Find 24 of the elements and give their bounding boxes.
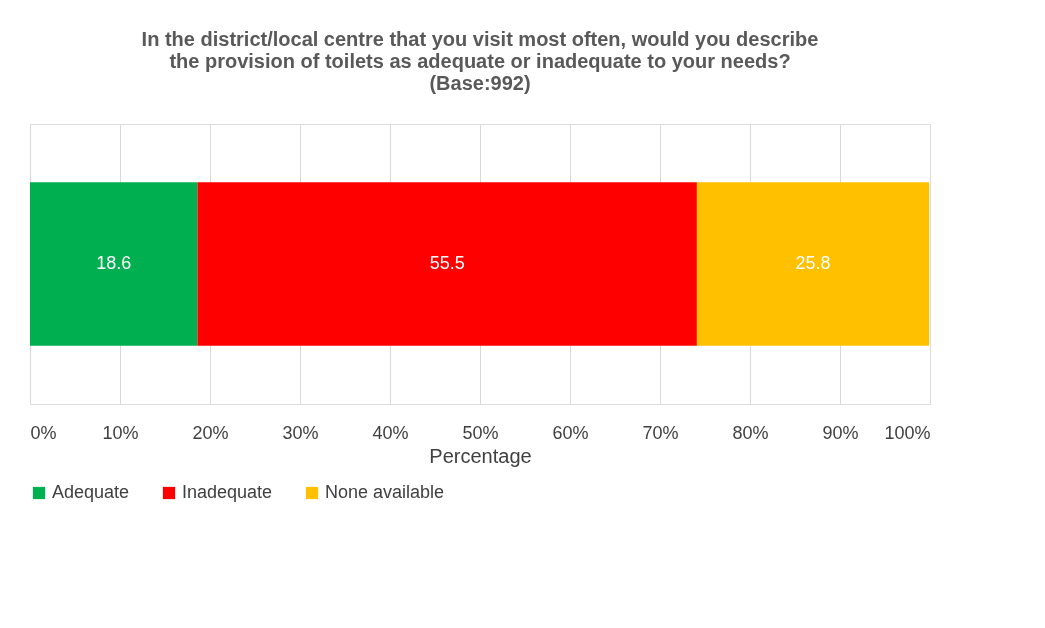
x-tick-label: 70% — [642, 422, 679, 443]
x-tick-label: 10% — [102, 422, 139, 443]
text: (Base:992) — [429, 72, 531, 94]
legend-label: Inadequate — [182, 482, 273, 502]
legend-label: None available — [325, 482, 445, 502]
text: the provision of toilets as adequate or inadequate to your needs? — [169, 50, 791, 72]
text: In the district/local centre that you visit most often, would you describe — [141, 28, 819, 50]
data-label: 18.6 — [96, 253, 132, 273]
x-tick-label: 90% — [822, 422, 859, 443]
x-tick-label: 40% — [372, 422, 409, 443]
x-axis-title: Percentage — [429, 444, 532, 467]
x-tick-label: 30% — [282, 422, 319, 443]
x-tick-label: 0% — [30, 422, 57, 443]
x-tick-label: 60% — [552, 422, 589, 443]
x-tick-label: 50% — [462, 422, 499, 443]
data-label: 55.5 — [429, 253, 465, 273]
x-tick-label: 20% — [192, 422, 229, 443]
x-tick-label: 100% — [884, 422, 931, 443]
x-tick-label: 80% — [732, 422, 769, 443]
bar — [696, 182, 930, 346]
data-label: 25.8 — [795, 253, 831, 273]
legend-label: Adequate — [52, 482, 130, 502]
bar — [30, 182, 198, 346]
bar — [197, 182, 697, 346]
